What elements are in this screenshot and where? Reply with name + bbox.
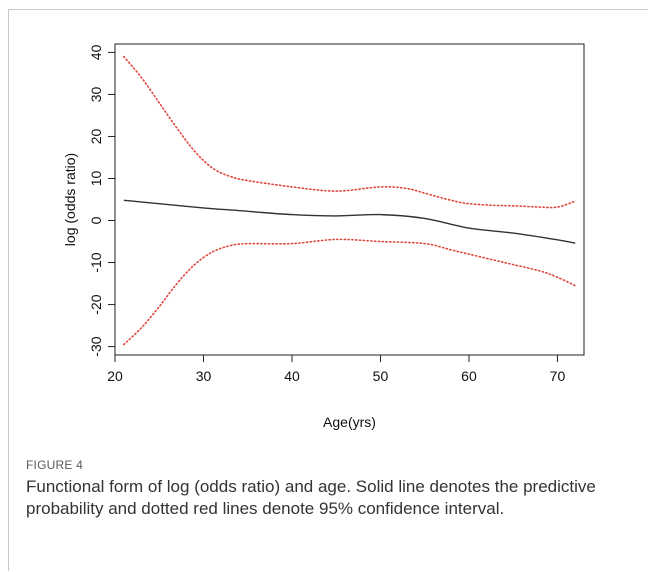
series-layer (123, 55, 576, 346)
upper-ci-line (123, 55, 576, 209)
lower-ci-line (123, 238, 576, 346)
figure-panel (8, 0, 648, 572)
x-axis-title: Age(yrs) (323, 414, 376, 430)
y-tick-label: -30 (88, 336, 104, 356)
y-tick-label: -10 (88, 252, 104, 272)
predicted-line (123, 199, 576, 244)
y-tick-label: 10 (88, 170, 104, 186)
y-tick-label: 0 (88, 216, 104, 224)
x-axis: 20 30 40 50 60 70 (107, 355, 565, 384)
x-tick-label: 30 (196, 368, 212, 384)
x-tick-label: 20 (107, 368, 123, 384)
y-tick-label: 30 (88, 86, 104, 102)
frame-top-border (8, 9, 648, 10)
x-tick-label: 50 (373, 368, 389, 384)
frame-left-border (8, 9, 9, 571)
plot-box (114, 43, 585, 356)
x-tick-label: 70 (550, 368, 566, 384)
y-tick-label: 40 (88, 44, 104, 60)
y-axis-title: log (odds ratio) (62, 153, 78, 246)
figure-caption: Functional form of log (odds ratio) and … (26, 477, 596, 518)
figure-label: FIGURE 4 (26, 458, 83, 472)
x-tick-label: 60 (461, 368, 477, 384)
y-tick-label: -20 (88, 294, 104, 314)
y-axis: -30 -20 -10 0 10 20 30 40 (88, 44, 115, 357)
x-tick-label: 40 (284, 368, 300, 384)
y-tick-label: 20 (88, 128, 104, 144)
plot-area: 20 30 40 50 60 70 -30 -20 -10 0 10 20 30 40 Age(yrs)… (62, 43, 585, 430)
